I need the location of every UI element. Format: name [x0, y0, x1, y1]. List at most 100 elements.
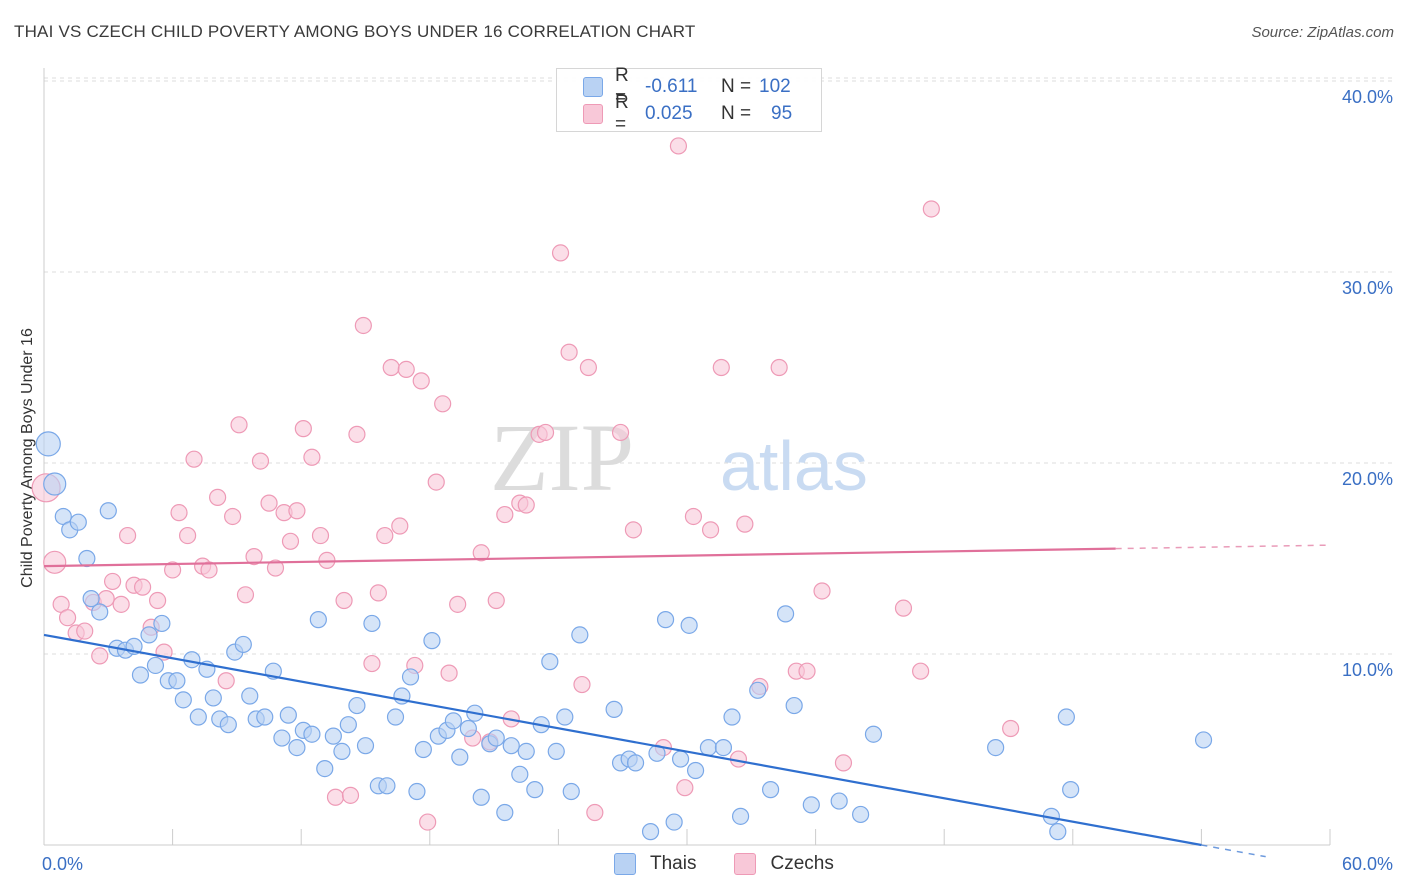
- czechs-point[interactable]: [770, 358, 788, 377]
- czechs-point[interactable]: [472, 544, 490, 562]
- thais-point[interactable]: [1057, 708, 1075, 726]
- czechs-point[interactable]: [449, 595, 467, 613]
- thais-point[interactable]: [641, 823, 660, 841]
- czechs-point[interactable]: [236, 586, 255, 604]
- czechs-point[interactable]: [834, 754, 853, 772]
- czechs-point[interactable]: [894, 599, 913, 617]
- thais-point[interactable]: [852, 805, 870, 824]
- czechs-point[interactable]: [58, 609, 77, 627]
- czechs-point[interactable]: [224, 507, 242, 526]
- czechs-point[interactable]: [288, 502, 306, 520]
- thais-point[interactable]: [776, 605, 795, 623]
- thais-point[interactable]: [517, 742, 535, 761]
- thais-point[interactable]: [408, 782, 426, 801]
- thais-point[interactable]: [234, 635, 252, 654]
- czechs-point[interactable]: [624, 521, 643, 539]
- czechs-point[interactable]: [712, 358, 730, 377]
- czechs-point[interactable]: [427, 473, 445, 491]
- thais-point[interactable]: [363, 614, 381, 633]
- thais-point[interactable]: [562, 782, 580, 801]
- thais-point[interactable]: [665, 813, 683, 831]
- thais-point[interactable]: [69, 513, 87, 531]
- thais-point[interactable]: [146, 656, 165, 675]
- czechs-point[interactable]: [76, 622, 94, 640]
- thais-point[interactable]: [78, 549, 96, 568]
- thais-point[interactable]: [987, 738, 1005, 757]
- thais-point[interactable]: [864, 725, 883, 743]
- czechs-point[interactable]: [91, 647, 109, 665]
- czechs-point[interactable]: [676, 779, 694, 797]
- czechs-point[interactable]: [669, 137, 688, 155]
- thais-point[interactable]: [1062, 781, 1080, 799]
- thais-point[interactable]: [723, 708, 741, 726]
- thais-point[interactable]: [356, 737, 375, 755]
- thais-point[interactable]: [671, 750, 690, 768]
- thais-point[interactable]: [35, 431, 61, 457]
- czechs-point[interactable]: [536, 423, 555, 442]
- thais-point[interactable]: [571, 626, 589, 644]
- thais-point[interactable]: [333, 742, 351, 761]
- thais-point[interactable]: [785, 696, 803, 715]
- thais-point[interactable]: [502, 737, 520, 755]
- thais-point[interactable]: [830, 792, 848, 810]
- thais-point[interactable]: [459, 719, 477, 738]
- thais-point[interactable]: [1049, 823, 1067, 841]
- czechs-point[interactable]: [440, 664, 458, 682]
- czechs-point[interactable]: [43, 550, 67, 574]
- czechs-point[interactable]: [517, 496, 535, 514]
- czechs-point[interactable]: [245, 547, 263, 566]
- thais-point[interactable]: [131, 666, 150, 684]
- thais-point[interactable]: [749, 681, 767, 699]
- thais-point[interactable]: [401, 668, 420, 686]
- thais-point[interactable]: [547, 742, 565, 761]
- czechs-point[interactable]: [412, 372, 430, 390]
- thais-point[interactable]: [316, 759, 334, 778]
- czechs-point[interactable]: [230, 416, 248, 434]
- czechs-point[interactable]: [560, 343, 578, 361]
- thais-point[interactable]: [378, 777, 396, 795]
- czechs-point[interactable]: [922, 200, 940, 218]
- thais-point[interactable]: [541, 653, 559, 671]
- thais-point[interactable]: [324, 727, 342, 745]
- thais-point[interactable]: [189, 708, 207, 726]
- thais-point[interactable]: [686, 761, 705, 780]
- czechs-point[interactable]: [798, 662, 816, 680]
- czechs-point[interactable]: [551, 244, 570, 262]
- czechs-point[interactable]: [209, 488, 227, 506]
- thais-point[interactable]: [82, 590, 100, 608]
- czechs-point[interactable]: [335, 591, 353, 610]
- czechs-point[interactable]: [251, 452, 270, 470]
- thais-point[interactable]: [309, 611, 327, 629]
- czechs-point[interactable]: [701, 521, 720, 539]
- thais-point[interactable]: [288, 738, 306, 757]
- czechs-point[interactable]: [684, 507, 703, 526]
- legend-item-czechs[interactable]: Czechs: [734, 853, 834, 875]
- thais-point[interactable]: [303, 725, 321, 743]
- thais-point[interactable]: [386, 708, 405, 726]
- czechs-point[interactable]: [266, 559, 285, 577]
- czechs-point[interactable]: [813, 582, 831, 600]
- czechs-point[interactable]: [112, 595, 130, 613]
- thais-point[interactable]: [472, 788, 490, 806]
- thais-point[interactable]: [714, 738, 733, 757]
- thais-point[interactable]: [256, 708, 274, 726]
- czechs-point[interactable]: [326, 788, 345, 806]
- thais-point[interactable]: [451, 748, 469, 766]
- thais-point[interactable]: [168, 672, 186, 690]
- czechs-point[interactable]: [496, 505, 514, 524]
- thais-point[interactable]: [99, 502, 117, 520]
- czechs-point[interactable]: [382, 358, 400, 377]
- czechs-point[interactable]: [434, 395, 452, 413]
- czechs-point[interactable]: [200, 561, 218, 579]
- czechs-point[interactable]: [586, 803, 604, 822]
- thais-point[interactable]: [680, 616, 698, 634]
- czechs-point[interactable]: [170, 504, 188, 522]
- thais-point[interactable]: [444, 712, 462, 730]
- thais-point[interactable]: [273, 729, 291, 747]
- thais-point[interactable]: [699, 738, 718, 757]
- thais-point[interactable]: [556, 708, 574, 726]
- czechs-point[interactable]: [118, 526, 137, 545]
- thais-point[interactable]: [241, 687, 259, 705]
- czechs-point[interactable]: [487, 591, 505, 610]
- thais-point[interactable]: [219, 716, 237, 734]
